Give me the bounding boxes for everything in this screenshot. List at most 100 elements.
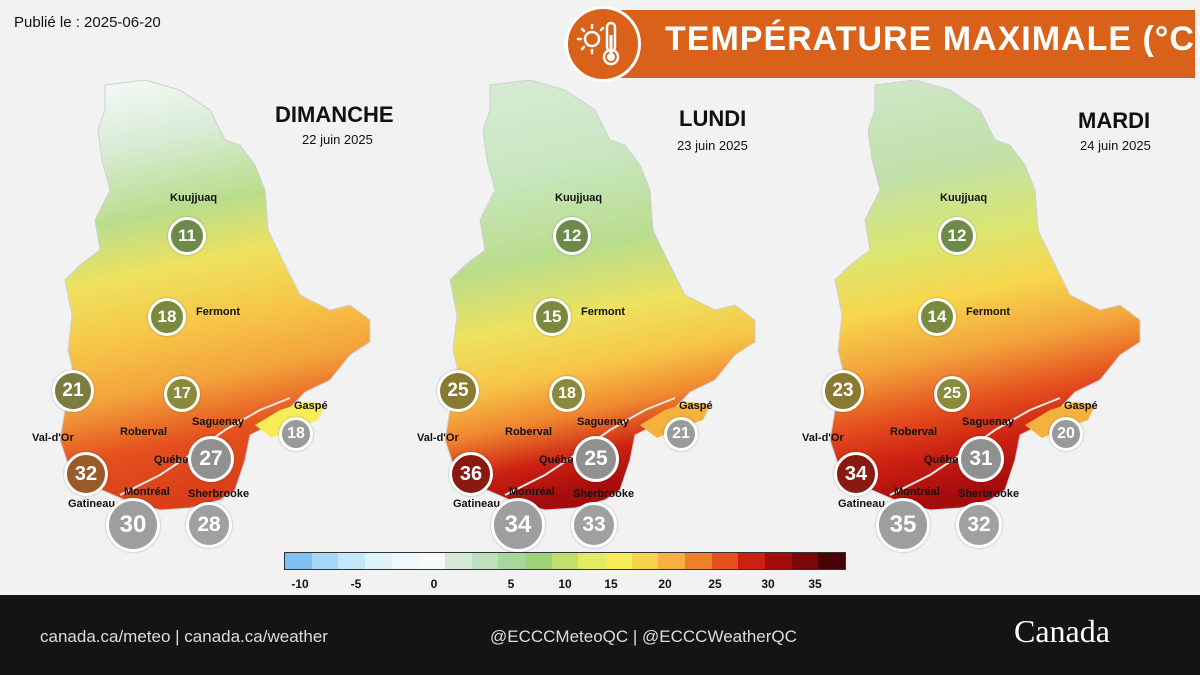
temperature-badge-west: 25 xyxy=(437,370,479,412)
title-banner: TEMPÉRATURE MAXIMALE (°C) xyxy=(565,6,1200,82)
footer-websites[interactable]: canada.ca/meteo | canada.ca/weather xyxy=(40,627,328,646)
temperature-badge-kuujjuaq: 12 xyxy=(938,217,976,255)
legend-swatch xyxy=(525,553,552,569)
legend-tick-label: -10 xyxy=(291,577,309,591)
temperature-badge-fermont: 14 xyxy=(918,298,956,336)
legend-swatch xyxy=(711,553,739,569)
temperature-badge-saguenay_inland: 25 xyxy=(934,376,970,412)
city-label-montreal: Montréal xyxy=(894,486,940,498)
temperature-badge-west: 21 xyxy=(52,370,94,412)
legend-tick-label: 0 xyxy=(430,577,438,591)
temperature-badge-saguenay_inland: 17 xyxy=(164,376,200,412)
quebec-temperature-map xyxy=(444,80,756,511)
city-label-quebec: Québec xyxy=(539,454,580,466)
legend-swatch xyxy=(445,553,472,569)
temperature-legend xyxy=(284,552,846,570)
legend-swatch xyxy=(791,553,819,569)
temperature-badge-sherbrooke: 33 xyxy=(571,502,617,548)
legend-tick-label: 10 xyxy=(558,577,572,591)
banner-title: TEMPÉRATURE MAXIMALE (°C) xyxy=(665,20,1200,58)
quebec-land xyxy=(59,80,371,511)
legend-swatch xyxy=(365,553,392,569)
legend-swatch xyxy=(578,553,606,569)
map-panel-monday: LUNDI 23 juin 2025 Kuujjuaq Fermont Saguenay… xyxy=(417,80,825,552)
temperature-badge-gaspe: 20 xyxy=(1049,417,1083,451)
temperature-badge-valdor: 36 xyxy=(449,452,493,496)
legend-swatch xyxy=(311,553,339,569)
legend-swatch xyxy=(471,553,499,569)
city-label-sherbrooke: Sherbrooke xyxy=(573,488,635,500)
city-label-montreal: Montréal xyxy=(124,486,170,498)
legend-tick-label: 30 xyxy=(761,577,775,591)
city-label-fermont: Fermont xyxy=(581,306,625,318)
legend-swatch xyxy=(658,553,686,569)
temperature-badge-quebec: 25 xyxy=(573,436,619,482)
legend-swatch xyxy=(551,553,579,569)
quebec-land xyxy=(829,80,1141,511)
city-label-kuujjuaq: Kuujjuaq xyxy=(940,192,988,204)
legend-swatch xyxy=(285,553,312,569)
city-label-quebec: Québec xyxy=(924,454,965,466)
city-label-gaspe: Gaspé xyxy=(679,400,713,412)
legend-swatch xyxy=(418,553,446,569)
city-label-saguenay: Saguenay xyxy=(192,416,244,428)
legend-swatch xyxy=(765,553,792,569)
canada-wordmark: Canada xyxy=(1014,613,1110,649)
footer: canada.ca/meteo | canada.ca/weather @ECC… xyxy=(0,595,1200,675)
city-label-montreal: Montréal xyxy=(509,486,555,498)
city-label-saguenay: Saguenay xyxy=(577,416,629,428)
city-label-roberval: Roberval xyxy=(505,426,553,438)
map-panel-tuesday: MARDI 24 juin 2025 Kuujjuaq Fermont Saguenay… xyxy=(802,80,1200,552)
sun-thermometer-icon xyxy=(565,6,641,82)
city-label-fermont: Fermont xyxy=(966,306,1010,318)
published-date: Publié le : 2025-06-20 xyxy=(14,14,161,31)
temperature-badge-gaspe: 21 xyxy=(664,417,698,451)
city-label-saguenay: Saguenay xyxy=(962,416,1014,428)
city-label-valdor: Val-d'Or xyxy=(32,432,74,444)
city-label-valdor: Val-d'Or xyxy=(417,432,459,444)
temperature-badge-valdor: 34 xyxy=(834,452,878,496)
legend-tick-label: 20 xyxy=(658,577,672,591)
temperature-badge-fermont: 18 xyxy=(148,298,186,336)
city-label-gaspe: Gaspé xyxy=(1064,400,1098,412)
city-label-roberval: Roberval xyxy=(120,426,168,438)
temperature-badge-kuujjuaq: 11 xyxy=(168,217,206,255)
day-date: 24 juin 2025 xyxy=(1080,138,1151,153)
legend-tick-label: 25 xyxy=(708,577,722,591)
city-label-fermont: Fermont xyxy=(196,306,240,318)
temperature-badge-fermont: 15 xyxy=(533,298,571,336)
banner-bar xyxy=(585,10,1195,78)
temperature-badge-sherbrooke: 32 xyxy=(956,502,1002,548)
city-label-gatineau: Gatineau xyxy=(68,498,116,510)
temperature-badge-valdor: 32 xyxy=(64,452,108,496)
temperature-badge-gaspe: 18 xyxy=(279,417,313,451)
city-label-valdor: Val-d'Or xyxy=(802,432,844,444)
legend-swatch xyxy=(631,553,659,569)
temperature-badge-gatineau: 34 xyxy=(491,498,545,552)
temperature-badge-west: 23 xyxy=(822,370,864,412)
city-label-roberval: Roberval xyxy=(890,426,938,438)
city-label-gatineau: Gatineau xyxy=(838,498,886,510)
legend-swatch xyxy=(338,553,366,569)
quebec-temperature-map xyxy=(59,80,371,511)
temperature-badge-kuujjuaq: 12 xyxy=(553,217,591,255)
city-label-quebec: Québec xyxy=(154,454,195,466)
day-date: 23 juin 2025 xyxy=(677,138,748,153)
city-label-sherbrooke: Sherbrooke xyxy=(958,488,1020,500)
legend-tick-label: 5 xyxy=(507,577,515,591)
temperature-badge-gatineau: 30 xyxy=(106,498,160,552)
legend-swatch xyxy=(738,553,766,569)
footer-social[interactable]: @ECCCMeteoQC | @ECCCWeatherQC xyxy=(490,627,797,646)
legend-tick-label: 35 xyxy=(808,577,822,591)
legend-swatch xyxy=(818,553,846,569)
legend-tick-label: 15 xyxy=(604,577,618,591)
legend-swatch xyxy=(685,553,712,569)
temperature-badge-gatineau: 35 xyxy=(876,498,930,552)
quebec-land xyxy=(444,80,756,511)
temperature-badge-quebec: 27 xyxy=(188,436,234,482)
day-date: 22 juin 2025 xyxy=(302,132,373,147)
city-label-gaspe: Gaspé xyxy=(294,400,328,412)
day-title: LUNDI xyxy=(679,106,747,131)
legend-swatch xyxy=(391,553,419,569)
day-title: MARDI xyxy=(1078,108,1151,133)
